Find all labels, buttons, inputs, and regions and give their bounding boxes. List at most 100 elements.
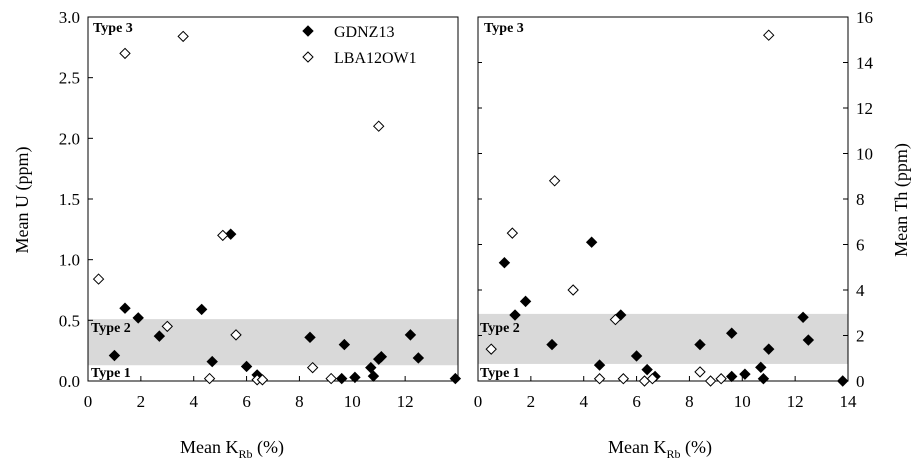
lba12ow1-point [230, 329, 242, 341]
y-tick-label: 10 [856, 145, 873, 164]
gdnz13-point [509, 309, 521, 321]
gdnz13-point [757, 373, 770, 385]
y-tick-label: 4 [856, 281, 865, 300]
gdnz13-point [694, 338, 706, 351]
lba12ow1-point [92, 273, 105, 285]
right-x-axis-title-unit: (%) [681, 437, 712, 458]
gdnz13-point [763, 343, 775, 355]
gdnz13-point [498, 256, 511, 269]
right-region-type3: Type 3 [484, 21, 524, 36]
lba12ow1-point [617, 373, 630, 385]
right-y-axis-title: Mean Th (ppm) [891, 143, 912, 257]
left-points [92, 30, 462, 386]
x-tick-label: 0 [84, 392, 93, 411]
lba12ow1-point [373, 120, 385, 132]
gdnz13-point [153, 330, 166, 342]
legend-label-lba12ow1: LBA12OW1 [334, 50, 417, 67]
lba12ow1-point [506, 227, 519, 239]
gdnz13-point [630, 350, 643, 362]
lba12ow1-point [763, 29, 775, 41]
left-shaded-band [88, 319, 458, 366]
lba12ow1-point [548, 175, 561, 187]
lba12ow1-point [694, 366, 706, 378]
gdnz13-point [304, 331, 316, 344]
y-tick-label: 1.0 [59, 251, 80, 270]
gdnz13-point [240, 360, 253, 373]
x-tick-label: 12 [787, 392, 804, 411]
lba12ow1-point [646, 373, 659, 385]
gdnz13-point [404, 329, 417, 341]
lba12ow1-point [306, 361, 319, 374]
y-tick-label: 0 [856, 372, 865, 391]
left-chart: 0.0 0.5 1.0 1.5 2.0 2.5 3.0 0 2 4 6 8 10 12 Type 3 T… [12, 8, 462, 461]
gdnz13-point [412, 352, 425, 364]
legend-label-gdnz13: GDNZ13 [334, 24, 394, 41]
lba12ow1-point [119, 47, 131, 60]
right-x-axis-title-main: Mean K [608, 437, 666, 457]
y-tick-label: 14 [856, 54, 874, 73]
y-tick-label: 2.5 [59, 69, 80, 88]
left-x-axis-title-unit: (%) [253, 437, 284, 458]
gdnz13-point [336, 372, 348, 385]
right-y-axis: 0 2 4 6 8 10 12 14 16 [478, 8, 874, 391]
x-tick-label: 0 [474, 392, 483, 411]
left-x-axis: 0 2 4 6 8 10 12 [84, 376, 414, 411]
x-tick-label: 6 [632, 392, 641, 411]
lba12ow1-point [485, 343, 497, 355]
gdnz13-point [615, 309, 627, 321]
gdnz13-point [585, 236, 598, 248]
gdnz13-point [797, 311, 809, 324]
x-tick-label: 6 [242, 392, 251, 411]
right-x-axis: 0 2 4 6 8 10 12 14 [474, 376, 857, 411]
gdnz13-point [449, 372, 462, 385]
gdnz13-point [641, 363, 653, 376]
left-y-axis: 0.0 0.5 1.0 1.5 2.0 2.5 3.0 [59, 8, 93, 391]
x-tick-label: 12 [397, 392, 414, 411]
x-tick-label: 2 [137, 392, 146, 411]
lba12ow1-point [161, 320, 173, 333]
y-tick-label: 0.0 [59, 372, 80, 391]
right-region-type1: Type 1 [480, 366, 520, 381]
gdnz13-point [225, 228, 237, 240]
gdnz13-point [375, 351, 388, 363]
x-tick-label: 2 [527, 392, 536, 411]
gdnz13-point [726, 327, 738, 339]
left-region-type1: Type 1 [91, 366, 131, 381]
lba12ow1-point [177, 30, 189, 43]
left-y-axis-title: Mean U (ppm) [12, 147, 33, 254]
y-tick-label: 6 [856, 236, 865, 255]
x-tick-label: 8 [685, 392, 694, 411]
lba12ow1-point [567, 284, 579, 296]
right-x-axis-title-sub: Rb [666, 447, 680, 461]
left-x-axis-title-main: Mean K [180, 437, 238, 457]
gdnz13-point [739, 368, 751, 380]
y-tick-label: 16 [856, 8, 873, 27]
left-region-type2: Type 2 [91, 321, 131, 336]
gdnz13-point [519, 295, 532, 308]
right-points [485, 29, 849, 387]
y-tick-label: 2 [856, 327, 865, 346]
lba12ow1-point [217, 229, 229, 242]
gdnz13-point [546, 338, 558, 351]
legend-marker-gdnz13 [302, 25, 314, 37]
lba12ow1-point [256, 374, 269, 386]
y-tick-label: 3.0 [59, 8, 80, 27]
x-tick-label: 4 [579, 392, 588, 411]
gdnz13-point [119, 302, 131, 314]
legend: GDNZ13 LBA12OW1 [302, 24, 417, 67]
x-tick-label: 4 [189, 392, 198, 411]
left-x-axis-title: Mean KRb (%) [180, 437, 284, 461]
y-tick-label: 1.5 [59, 190, 80, 209]
lba12ow1-point [325, 372, 337, 385]
gdnz13-point [206, 355, 218, 368]
gdnz13-point [802, 334, 815, 346]
gdnz13-point [349, 371, 361, 384]
gdnz13-point [365, 361, 377, 374]
gdnz13-point [108, 349, 121, 362]
gdnz13-point [726, 370, 738, 383]
x-tick-label: 10 [344, 392, 361, 411]
lba12ow1-point [715, 373, 727, 385]
y-tick-label: 12 [856, 99, 873, 118]
